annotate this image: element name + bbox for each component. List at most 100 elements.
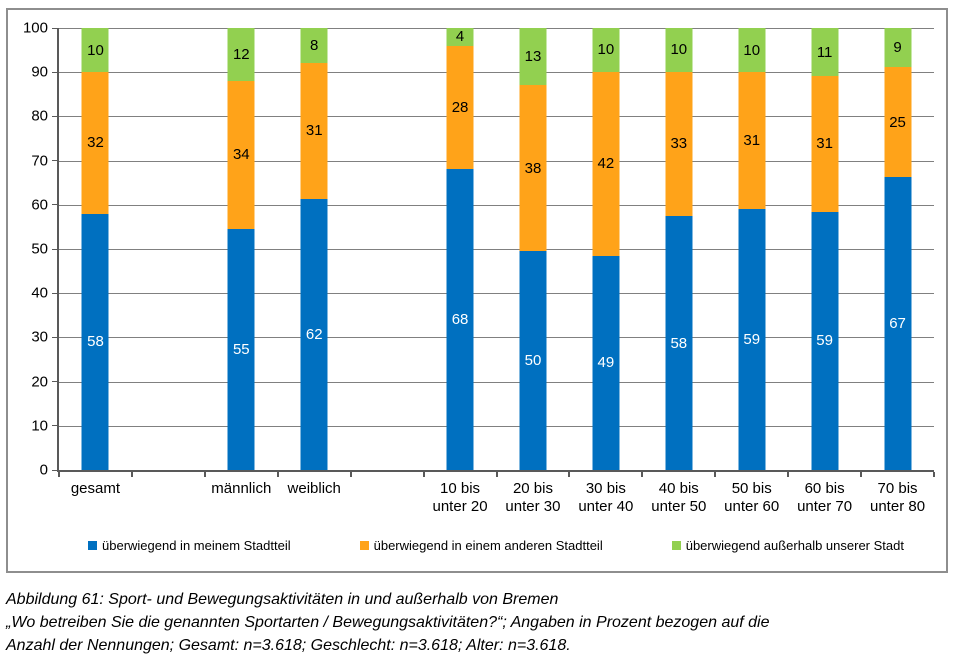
y-axis: 0 10 20 30 40 50 60 70 80 90 100 — [8, 20, 52, 479]
y-axis-tick — [52, 27, 58, 29]
x-axis-label: 50 bis unter 60 — [715, 480, 788, 516]
bar-value-label: 8 — [310, 37, 319, 54]
caption-sample-sizes: Anzahl der Nennungen; Gesamt: n=3.618; G… — [6, 637, 571, 654]
x-axis-tick — [349, 472, 352, 477]
x-axis-label-line: unter 30 — [505, 498, 561, 515]
x-axis-label-line: 40 bis — [658, 480, 699, 497]
y-axis-label: 40 — [31, 284, 48, 302]
bar-value-label: 67 — [889, 314, 906, 332]
legend-item: überwiegend in einem anderen Stadtteil — [359, 538, 603, 553]
bar-value-label: 10 — [597, 41, 615, 59]
bar-segment: 55 — [227, 229, 255, 470]
bar-value-label: 59 — [816, 332, 833, 350]
x-axis-label-line: 50 bis — [731, 480, 772, 497]
x-axis-tick — [787, 472, 790, 477]
bar-value-label: 10 — [670, 41, 688, 59]
y-axis-label: 90 — [31, 63, 48, 81]
x-axis-label-line: weiblich — [287, 480, 341, 497]
bar-segment: 68 — [446, 169, 474, 470]
y-axis-tick — [52, 336, 58, 338]
caption-question: „Wo betreiben Sie die genannten Sportart… — [6, 614, 770, 631]
bar-segment: 59 — [811, 211, 839, 470]
x-axis-tick — [860, 472, 863, 477]
bar-value-label: 34 — [232, 146, 250, 164]
bar-value-label: 31 — [305, 122, 323, 140]
y-axis-label: 60 — [31, 196, 48, 214]
bar-value-label: 58 — [670, 334, 688, 352]
x-axis-label-line: unter 70 — [797, 498, 853, 515]
x-axis-tick — [933, 472, 935, 477]
legend-color-marker — [88, 541, 97, 550]
grid-line — [59, 425, 934, 427]
y-axis-label: 0 — [39, 461, 48, 479]
bar-segment: 10 — [665, 28, 693, 72]
y-axis-tick — [52, 204, 58, 206]
bar-segment: 42 — [592, 71, 620, 256]
bar-value-label: 59 — [743, 331, 761, 349]
x-axis-label: 20 bis unter 30 — [497, 480, 570, 516]
grid-line — [59, 337, 934, 339]
stacked-bar: 10 42 49 — [592, 28, 620, 470]
x-axis-label-line: unter 50 — [651, 498, 707, 515]
x-axis-tick — [422, 472, 425, 477]
bar-segment: 13 — [519, 28, 547, 85]
bar-segment: 32 — [81, 72, 109, 214]
grid-line — [59, 381, 934, 383]
bar-segment: 33 — [665, 71, 693, 217]
bar-segment: 31 — [300, 63, 328, 199]
bar-value-label: 42 — [597, 155, 615, 173]
y-axis-tick — [52, 425, 58, 427]
y-axis-label: 80 — [31, 107, 48, 125]
plot-area: 10 32 58 12 34 55 8 31 62 4 28 68 13 38 50 10 42 49 10 33 58… — [52, 27, 934, 472]
grid-line — [59, 116, 934, 118]
grid-line — [59, 249, 934, 250]
bar-segment: 34 — [227, 80, 255, 230]
stacked-bar: 9 25 67 — [884, 28, 912, 470]
bar-segment: 4 — [446, 28, 474, 46]
x-axis-label-line: gesamt — [70, 480, 121, 497]
bar-segment: 8 — [300, 28, 328, 63]
bar-value-label: 28 — [451, 99, 469, 117]
grid-line — [59, 293, 934, 295]
grid-line — [59, 72, 934, 74]
bar-value-label: 68 — [451, 311, 469, 329]
y-axis-tick — [52, 292, 58, 294]
y-axis-tick — [52, 248, 58, 250]
y-axis-tick — [52, 115, 58, 117]
bar-value-label: 10 — [87, 41, 104, 59]
x-axis-label: weiblich — [278, 480, 351, 498]
bar-value-label: 11 — [816, 43, 833, 61]
figure-caption: Abbildung 61: Sport- und Bewegungsaktivi… — [6, 588, 956, 657]
y-axis-tick — [52, 160, 58, 162]
bar-segment: 31 — [811, 76, 839, 212]
x-axis-label: 40 bis unter 50 — [642, 480, 715, 516]
x-axis-label-line: männlich — [211, 480, 272, 497]
x-axis-tick — [641, 472, 644, 477]
bar-segment: 28 — [446, 45, 474, 170]
stacked-bar: 4 28 68 — [446, 28, 474, 470]
grid-line — [59, 160, 934, 162]
x-axis-label: 70 bis unter 80 — [861, 480, 934, 516]
bar-value-label: 31 — [816, 135, 833, 153]
bar-segment: 58 — [665, 216, 693, 470]
bar-segment: 11 — [811, 28, 839, 77]
y-axis-label: 20 — [31, 373, 48, 391]
x-axis-label: 30 bis unter 40 — [569, 480, 642, 516]
bar-value-label: 12 — [232, 45, 250, 63]
bar-segment: 38 — [519, 84, 547, 252]
x-axis-tick — [495, 472, 498, 477]
bar-value-label: 49 — [597, 354, 615, 372]
y-axis-tick — [52, 71, 58, 73]
bar-segment: 59 — [738, 209, 766, 470]
x-axis-tick — [203, 472, 206, 477]
x-axis-label-line: unter 20 — [432, 498, 488, 515]
y-axis-label: 30 — [31, 328, 48, 346]
bar-segment: 31 — [738, 72, 766, 210]
stacked-bar: 10 33 58 — [665, 28, 693, 470]
legend-label: überwiegend in meinem Stadtteil — [102, 538, 291, 553]
x-axis-tick — [568, 472, 571, 477]
y-axis-label: 50 — [31, 240, 48, 258]
x-axis-label-line: 60 bis — [804, 480, 845, 497]
x-axis-label-line: 70 bis — [877, 480, 918, 497]
bar-segment: 49 — [592, 255, 620, 470]
